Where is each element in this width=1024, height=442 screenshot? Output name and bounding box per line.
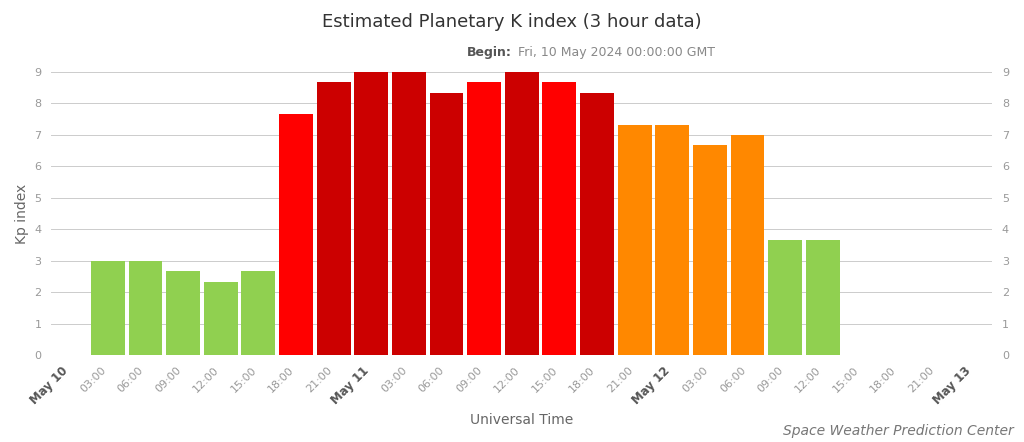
Bar — [242, 271, 275, 355]
Bar — [693, 145, 727, 355]
Bar — [280, 114, 313, 355]
Bar — [505, 72, 539, 355]
Bar — [91, 261, 125, 355]
Bar — [731, 135, 765, 355]
Bar — [768, 240, 802, 355]
Bar — [581, 93, 614, 355]
Bar — [617, 125, 651, 355]
Text: Fri, 10 May 2024 00:00:00 GMT: Fri, 10 May 2024 00:00:00 GMT — [514, 46, 715, 59]
X-axis label: Universal Time: Universal Time — [470, 413, 573, 427]
Bar — [204, 282, 238, 355]
Bar — [354, 72, 388, 355]
Bar — [467, 82, 501, 355]
Text: Begin:: Begin: — [467, 46, 512, 59]
Bar — [316, 82, 350, 355]
Bar — [166, 271, 200, 355]
Text: Space Weather Prediction Center: Space Weather Prediction Center — [783, 423, 1014, 438]
Bar — [129, 261, 163, 355]
Bar — [655, 125, 689, 355]
Bar — [430, 93, 464, 355]
Y-axis label: Kp index: Kp index — [15, 183, 29, 244]
Bar — [392, 72, 426, 355]
Bar — [543, 82, 577, 355]
Bar — [806, 240, 840, 355]
Text: Estimated Planetary K index (3 hour data): Estimated Planetary K index (3 hour data… — [323, 13, 701, 31]
